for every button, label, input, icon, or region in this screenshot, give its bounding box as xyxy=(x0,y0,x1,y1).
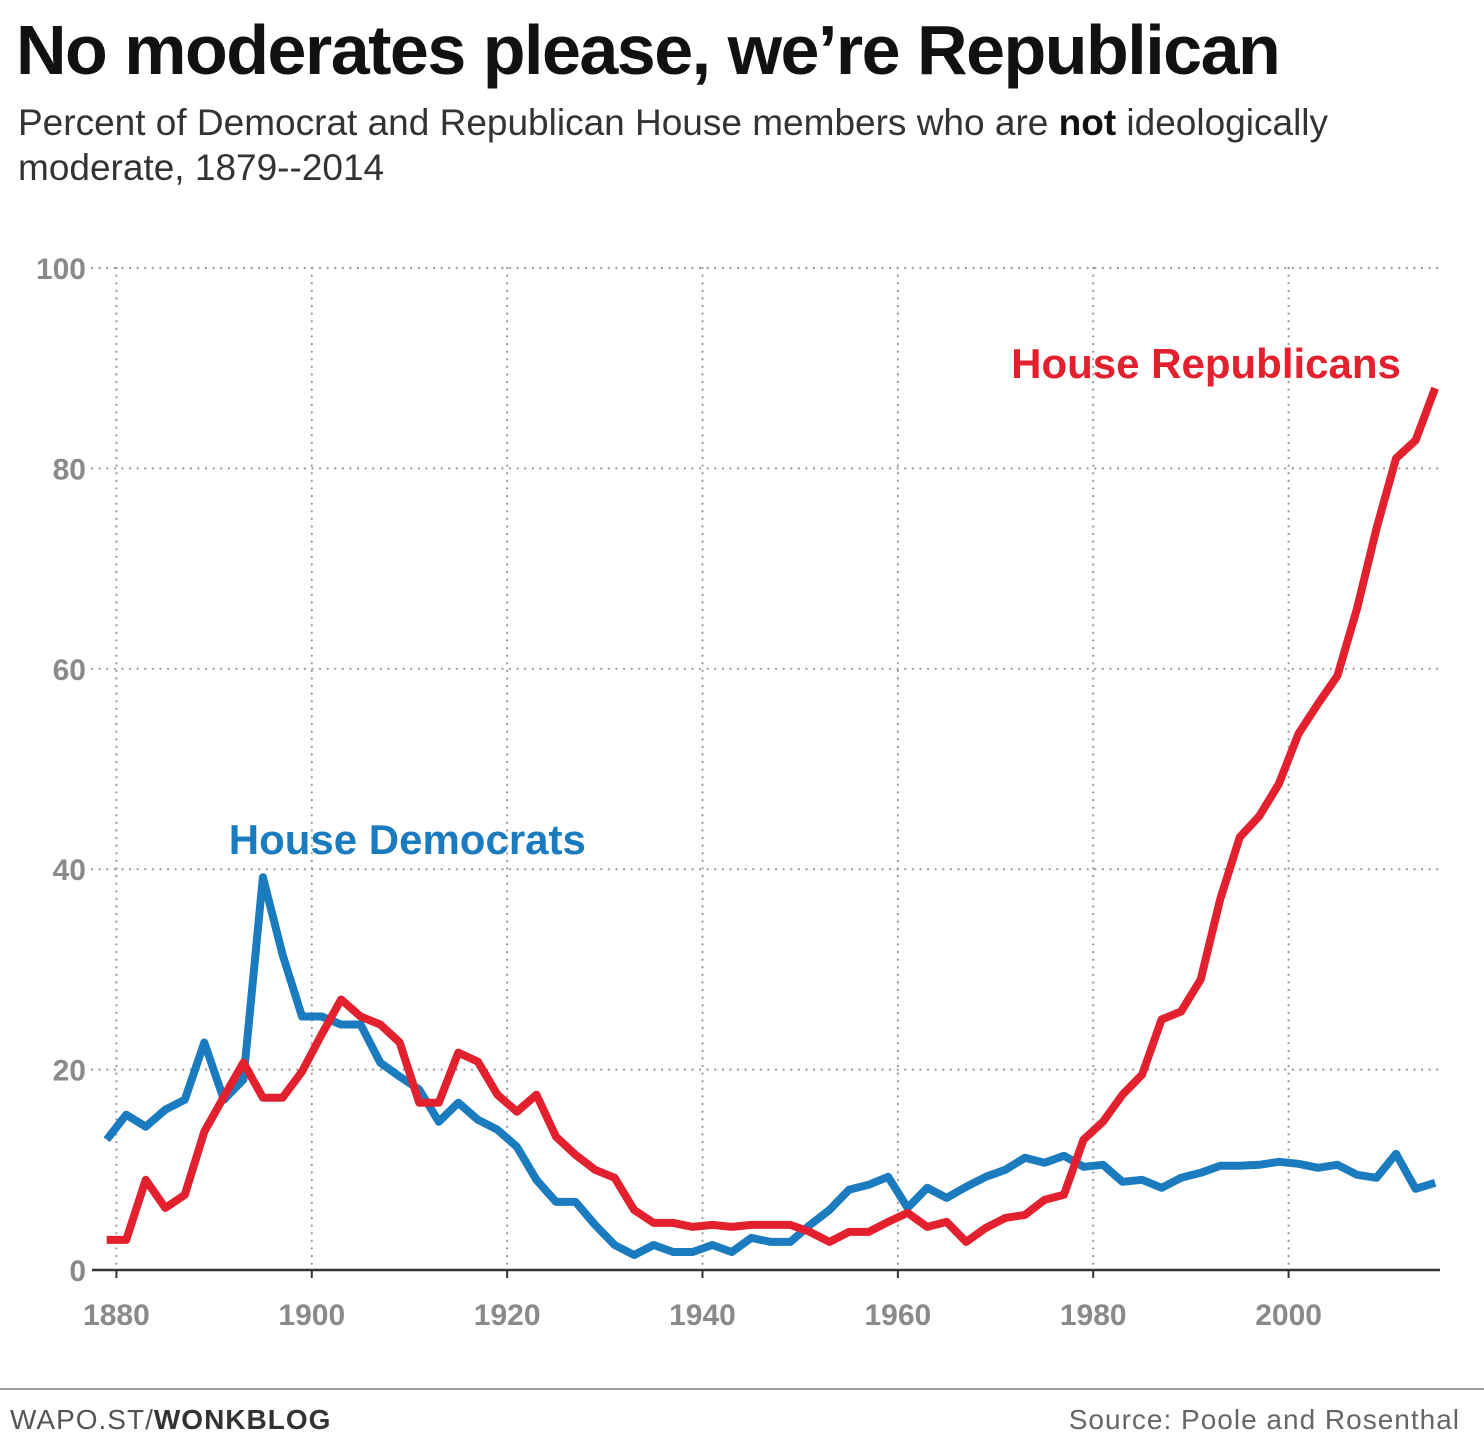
series-label-house-democrats: House Democrats xyxy=(229,816,586,863)
y-tick-label: 100 xyxy=(36,253,86,286)
x-tick-label: 1980 xyxy=(1060,1299,1127,1332)
y-tick-label: 80 xyxy=(53,453,86,486)
footer-brand-name: WONKBLOG xyxy=(153,1404,332,1435)
line-chart: 0 20 40 60 80 100 1880 1900 1920 1940 1960 1980 2000… xyxy=(36,253,1442,1332)
x-tick-label: 2000 xyxy=(1255,1299,1322,1332)
x-tick-label: 1960 xyxy=(864,1299,931,1332)
x-tick-label: 1940 xyxy=(669,1299,736,1332)
series-labels: House Democrats House Republicans xyxy=(229,340,1401,863)
y-tick-label: 60 xyxy=(53,654,86,687)
subtitle-emphasis: not xyxy=(1058,102,1117,143)
chart-title: No moderates please, we’re Republican xyxy=(16,11,1281,89)
y-tick-label: 0 xyxy=(69,1255,86,1288)
x-tick-label: 1880 xyxy=(83,1299,150,1332)
footer-brand-prefix: WAPO.ST/ xyxy=(10,1404,154,1435)
footer-credit: WAPO.ST/WONKBLOG xyxy=(10,1404,331,1436)
subtitle-text: Percent of Democrat and Republican House… xyxy=(18,102,1059,143)
y-tick-label: 40 xyxy=(53,854,86,887)
subtitle-text-end: ideologically moderate, 1879--2014 xyxy=(18,102,1329,188)
x-tick-label: 1900 xyxy=(278,1299,345,1332)
x-tick-label: 1920 xyxy=(474,1299,541,1332)
series-label-house-republicans: House Republicans xyxy=(1011,340,1401,387)
chart-subtitle: Percent of Democrat and Republican House… xyxy=(18,100,1458,190)
footer-source: Source: Poole and Rosenthal xyxy=(1068,1404,1460,1435)
axis-tick-labels: 0 20 40 60 80 100 1880 1900 1920 1940 1960 1980 2000 xyxy=(36,253,1322,1332)
y-tick-label: 20 xyxy=(53,1055,86,1088)
gridlines xyxy=(90,266,1442,1278)
data-series xyxy=(103,386,1439,1259)
footer-divider xyxy=(0,1388,1484,1390)
series-line-house-republicans xyxy=(106,386,1439,1246)
